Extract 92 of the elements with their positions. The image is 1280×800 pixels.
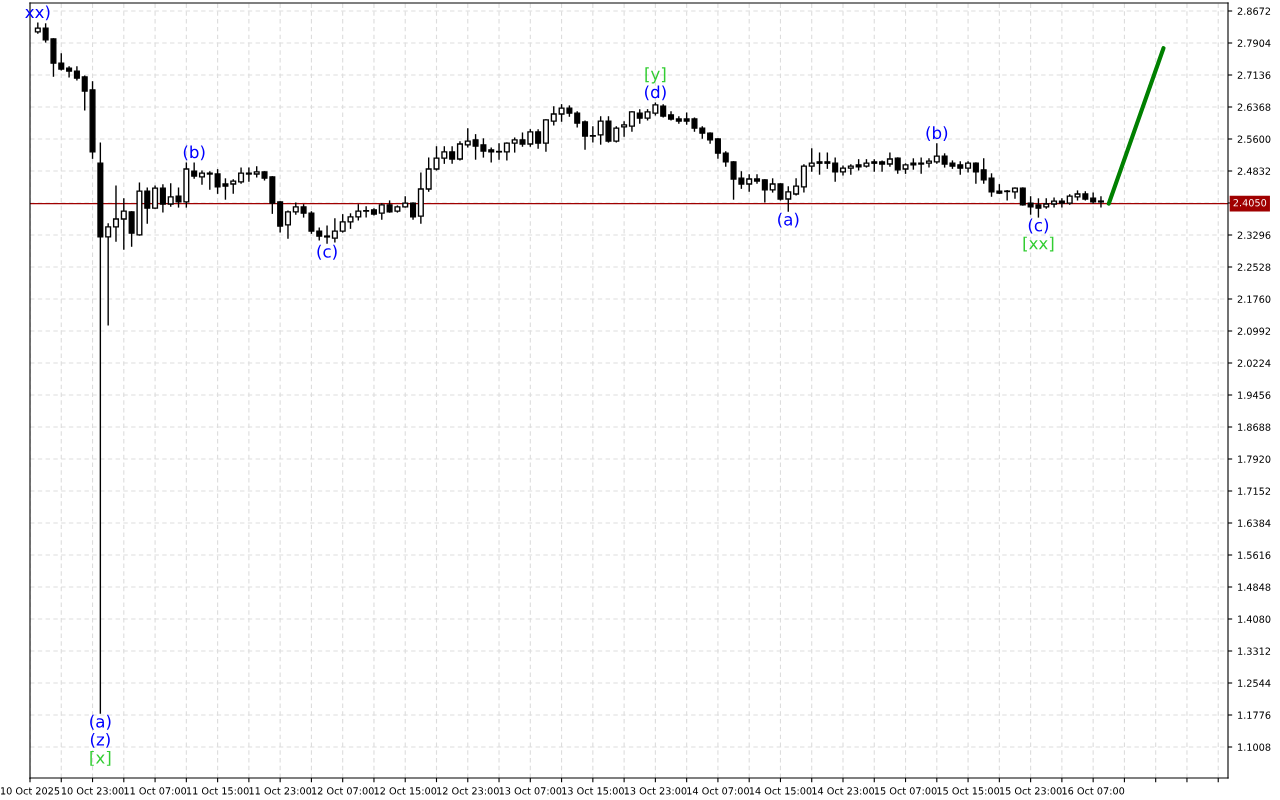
- candlestick: [105, 223, 112, 326]
- candlestick: [972, 162, 979, 184]
- y-tick-label: 1.8688: [1238, 423, 1271, 431]
- annotation: (c): [1028, 218, 1049, 234]
- y-tick-label: 1.2544: [1238, 679, 1271, 687]
- candlestick: [581, 120, 589, 150]
- candlestick: [621, 121, 628, 137]
- annotation: (z): [90, 732, 110, 748]
- candlestick: [1097, 196, 1105, 208]
- candlestick: [542, 119, 549, 152]
- y-tick-label: 1.1008: [1238, 743, 1271, 751]
- y-tick-label: 1.4080: [1238, 615, 1271, 623]
- candlestick: [120, 198, 127, 250]
- x-tick-label: 10 Oct 23:00: [61, 787, 124, 795]
- candlestick: [1058, 198, 1065, 208]
- candlestick: [152, 185, 159, 209]
- candlestick: [918, 157, 925, 174]
- y-tick-label: 1.3312: [1238, 647, 1271, 655]
- x-tick-label: 16 Oct 07:00: [1062, 787, 1125, 795]
- candlestick: [847, 164, 854, 175]
- y-tick-label: 2.6368: [1237, 103, 1271, 111]
- candlestick: [879, 160, 886, 172]
- x-tick-label: 12 Oct 07:00: [312, 787, 374, 795]
- candlestick: [714, 138, 721, 159]
- x-tick-label: 15 Oct 07:00: [874, 787, 937, 795]
- candlestick: [198, 170, 206, 185]
- candlestick: [753, 174, 761, 184]
- x-tick-label: 14 Oct 07:00: [687, 787, 749, 795]
- candlestick: [112, 185, 120, 242]
- candlestick: [800, 164, 807, 193]
- x-tick-label: 11 Oct 07:00: [124, 787, 187, 795]
- candlestick: [628, 111, 635, 132]
- x-tick-label: 15 Oct 23:00: [999, 787, 1062, 795]
- candlestick: [925, 158, 933, 168]
- y-tick-label: 2.0224: [1237, 359, 1271, 367]
- ref-line-label: 2.4050: [1233, 199, 1267, 207]
- x-tick-label: 14 Oct 23:00: [812, 787, 875, 795]
- annotation: (c): [317, 244, 337, 260]
- candlestick: [1004, 189, 1011, 201]
- candlestick: [535, 129, 542, 149]
- annotation: [x]: [90, 750, 111, 766]
- y-tick-label: 2.7136: [1237, 71, 1271, 79]
- x-tick-label: 15 Oct 15:00: [937, 787, 1000, 795]
- annotation: (d): [645, 85, 666, 101]
- y-tick-label: 1.7152: [1238, 487, 1271, 495]
- x-tick-label: 11 Oct 15:00: [186, 787, 249, 795]
- x-tick-label: 12 Oct 15:00: [374, 787, 437, 795]
- y-tick-label: 2.4832: [1237, 167, 1271, 175]
- annotation: (b): [183, 145, 205, 161]
- y-tick-label: 1.5616: [1238, 551, 1271, 559]
- y-tick-label: 2.5600: [1237, 135, 1271, 143]
- candlestick: [808, 148, 815, 172]
- candlestick: [495, 143, 503, 160]
- candlestick: [284, 210, 292, 239]
- annotation: [xx]: [1023, 236, 1054, 252]
- y-tick-label: 2.3296: [1237, 231, 1271, 239]
- candlestick: [191, 162, 198, 179]
- y-tick-label: 1.7920: [1238, 455, 1271, 463]
- x-tick-label: 14 Oct 15:00: [749, 787, 812, 795]
- candlestick: [1051, 197, 1058, 208]
- candlestick: [933, 143, 940, 164]
- candlestick: [324, 225, 331, 244]
- candlestick: [832, 157, 839, 182]
- candlestick: [761, 179, 768, 203]
- x-tick-label: 11 Oct 23:00: [249, 787, 312, 795]
- candlestick: [331, 218, 338, 243]
- y-tick-label: 2.7904: [1237, 39, 1271, 47]
- x-tick-label: 13 Oct 23:00: [624, 787, 687, 795]
- candlestick: [159, 184, 166, 213]
- y-tick-label: 1.4848: [1238, 583, 1271, 591]
- annotation: [y]: [645, 67, 666, 84]
- x-tick-label: 13 Oct 15:00: [562, 787, 624, 795]
- candlestick: [589, 126, 596, 143]
- y-tick-label: 2.0992: [1237, 327, 1271, 335]
- x-tick-label: 12 Oct 23:00: [437, 787, 499, 795]
- candlestick: [785, 186, 792, 212]
- candlestick: [144, 187, 151, 224]
- annotation: (b): [926, 126, 948, 142]
- y-tick-label: 2.2528: [1237, 263, 1271, 271]
- candlestick: [245, 167, 252, 182]
- candlestick: [66, 66, 73, 78]
- annotation: (a): [778, 212, 799, 228]
- y-tick-label: 2.1760: [1237, 295, 1271, 303]
- x-tick-label: 13 Oct 07:00: [499, 787, 562, 795]
- y-tick-label: 1.9456: [1238, 391, 1271, 399]
- annotation: (a): [90, 714, 111, 730]
- candlestick: [746, 174, 753, 192]
- y-tick-label: 2.8672: [1237, 7, 1271, 15]
- x-tick-label: 10 Oct 2025: [1, 787, 60, 795]
- candlestick: [363, 206, 370, 218]
- y-tick-label: 1.1776: [1238, 711, 1271, 719]
- y-tick-label: 1.6384: [1238, 519, 1271, 527]
